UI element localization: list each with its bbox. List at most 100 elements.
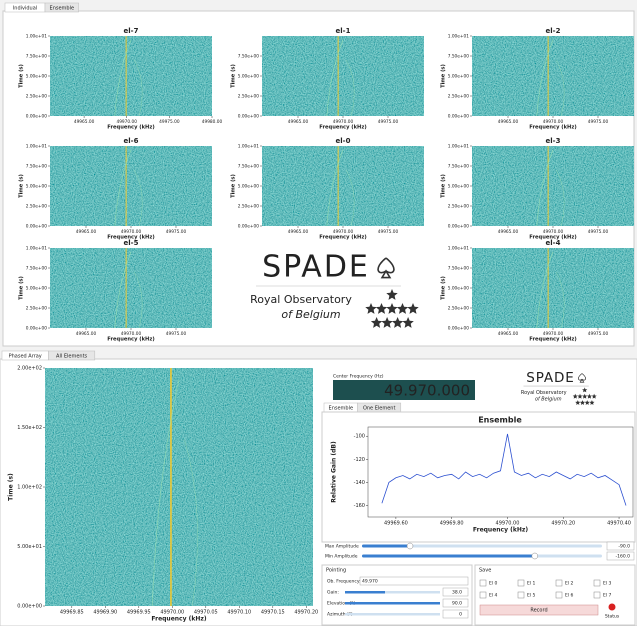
label: 49970.15 <box>261 610 285 616</box>
label: Time (s) <box>230 174 236 198</box>
label: Frequency (kHz) <box>319 125 366 131</box>
checkbox[interactable] <box>480 580 486 586</box>
label: 49970.10 <box>227 610 251 616</box>
label: Individual <box>13 6 37 12</box>
label: 5.00e+00 <box>26 286 48 292</box>
label: 0 <box>459 612 462 618</box>
label: -100 <box>354 434 365 440</box>
spectrogram <box>45 368 313 606</box>
spectrogram <box>50 36 212 116</box>
checkbox[interactable] <box>480 592 486 598</box>
label: 5.00e+00 <box>448 286 470 292</box>
label: 0.00e+00 <box>238 114 260 120</box>
label: Time (s) <box>440 64 446 88</box>
label: 49965.00 <box>76 229 97 235</box>
label: Royal Observatory <box>250 293 352 306</box>
label: 49969.95 <box>127 610 151 616</box>
slider-knob[interactable] <box>407 543 413 549</box>
label: Time (s) <box>18 276 24 300</box>
slider-fill <box>345 602 440 605</box>
label: 0.00e+00 <box>26 326 48 332</box>
label: 2.50e+00 <box>448 204 470 210</box>
label: 49975.00 <box>166 331 187 337</box>
label: 7.50e+00 <box>26 266 48 272</box>
spectrogram <box>262 146 424 226</box>
label: Max Amplitude <box>325 544 359 550</box>
label: El 3 <box>603 581 612 587</box>
label: 2.50e+00 <box>448 306 470 312</box>
label: Frequency (kHz) <box>529 337 576 343</box>
label: 0.00e+00 <box>448 224 470 230</box>
spectrogram <box>50 248 212 328</box>
slider-fill <box>362 545 410 548</box>
label: 49975.00 <box>588 229 609 235</box>
label: 1.00e+01 <box>26 144 48 150</box>
label: -160 <box>354 503 365 509</box>
checkbox[interactable] <box>594 592 600 598</box>
label: 49.970.000 <box>384 382 470 400</box>
label: Center Frequency (Hz) <box>333 374 384 380</box>
label: 49.970 <box>362 579 378 585</box>
label: El 7 <box>603 593 612 599</box>
label: Time (s) <box>18 174 24 198</box>
spin-box[interactable] <box>443 610 468 618</box>
label: 7.50e+00 <box>448 266 470 272</box>
label: of Belgium <box>281 308 340 321</box>
spectrogram <box>472 146 634 226</box>
label: El 1 <box>527 581 536 587</box>
spectrogram <box>50 146 212 226</box>
label: Frequency (kHz) <box>151 616 206 623</box>
label: El 6 <box>565 593 574 599</box>
label: 49975.00 <box>378 119 399 125</box>
label: 5.00e+00 <box>26 74 48 80</box>
slider-knob[interactable] <box>532 553 538 559</box>
label: Save <box>479 568 491 574</box>
label: Frequency (kHz) <box>529 125 576 131</box>
label: One Element <box>363 406 396 412</box>
slider-fill <box>345 591 385 594</box>
label: 7.50e+00 <box>238 54 260 60</box>
slider-fill <box>362 555 535 558</box>
checkbox[interactable] <box>518 580 524 586</box>
slider-track[interactable] <box>345 613 440 616</box>
label: -90.0 <box>618 544 630 550</box>
label: Time (s) <box>440 174 446 198</box>
label: 0.00e+00 <box>26 224 48 230</box>
label: of Belgium <box>535 397 562 403</box>
label: Ob. Frequency: <box>327 579 361 585</box>
label: 2.00e+02 <box>17 366 42 372</box>
label: el-2 <box>546 27 561 35</box>
label: 7.50e+00 <box>26 54 48 60</box>
label: -160.0 <box>615 554 630 560</box>
checkbox[interactable] <box>556 580 562 586</box>
label: 49975.00 <box>159 119 180 125</box>
checkbox[interactable] <box>556 592 562 598</box>
label: 49969.60 <box>384 521 408 527</box>
checkbox[interactable] <box>594 580 600 586</box>
label: 1.00e+01 <box>26 246 48 252</box>
label: 2.50e+00 <box>26 306 48 312</box>
label: 1.00e+02 <box>17 485 42 491</box>
label: el-5 <box>124 239 139 247</box>
label: el-7 <box>124 27 139 35</box>
label: 2.50e+00 <box>26 94 48 100</box>
label: Record <box>530 608 547 614</box>
spectrogram <box>472 36 634 116</box>
label: 7.50e+00 <box>238 164 260 170</box>
label: 2.50e+00 <box>238 94 260 100</box>
spectrogram <box>472 248 634 328</box>
label: 38.0 <box>452 590 462 596</box>
label: El 2 <box>565 581 574 587</box>
label: 1.00e+01 <box>448 246 470 252</box>
label: el-3 <box>546 137 561 145</box>
app-window: Individual Ensemble el-7 0.00e+00 2.50e+00 5.… <box>0 0 637 626</box>
label: Ensemble <box>478 416 522 425</box>
checkbox[interactable] <box>518 592 524 598</box>
label: 49965.00 <box>74 119 95 125</box>
label: 49970.40 <box>607 521 631 527</box>
label: 0.00e+00 <box>448 114 470 120</box>
label: 1.50e+02 <box>17 425 42 431</box>
label: 49970.20 <box>294 610 318 616</box>
label: SPADE <box>526 370 575 386</box>
label: 7.50e+00 <box>448 54 470 60</box>
